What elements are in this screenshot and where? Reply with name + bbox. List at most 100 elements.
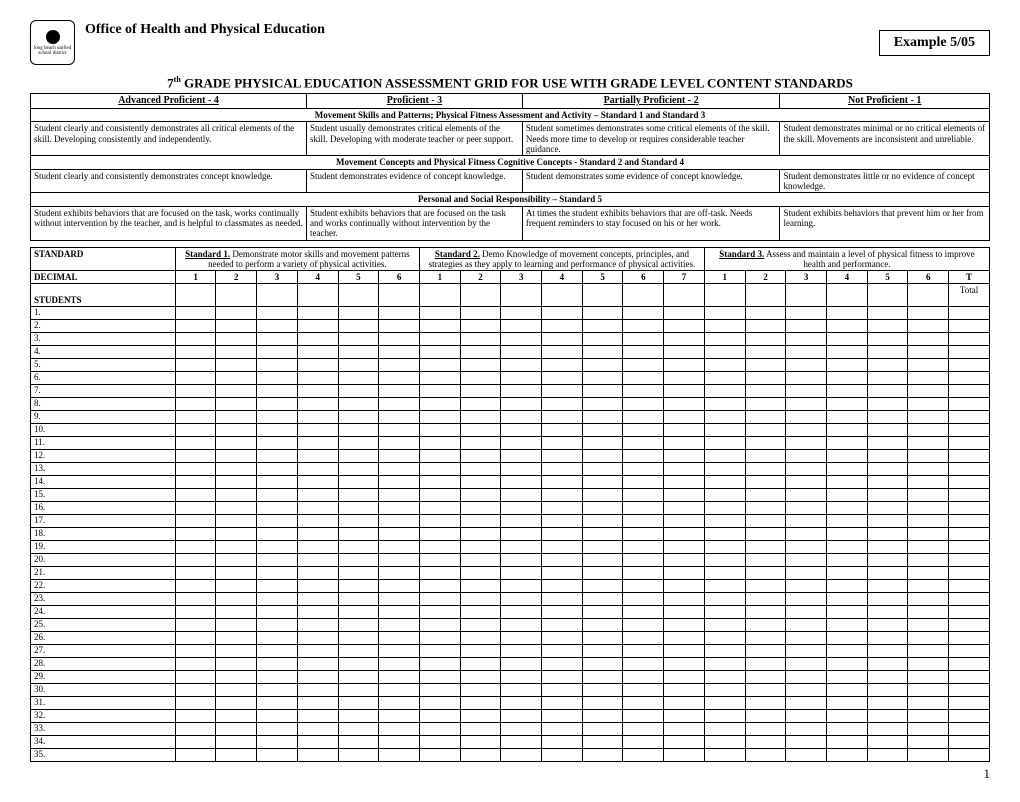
student-number: 2.	[31, 319, 176, 332]
grid-cell	[949, 475, 990, 488]
dec-s3-3: 3	[786, 270, 827, 283]
grid-cell	[745, 462, 786, 475]
grid-cell	[786, 306, 827, 319]
title-rest: GRADE PHYSICAL EDUCATION ASSESSMENT GRID…	[181, 75, 853, 90]
grid-cell	[379, 488, 420, 501]
grid-cell	[623, 683, 664, 696]
grid-cell	[908, 475, 949, 488]
grid-cell	[542, 345, 583, 358]
grid-cell	[827, 709, 868, 722]
grid-cell	[297, 514, 338, 527]
grid-cell	[704, 579, 745, 592]
grid-cell	[216, 384, 257, 397]
grid-cell	[908, 540, 949, 553]
grid-cell	[338, 371, 379, 384]
blank	[297, 283, 338, 306]
grid-cell	[338, 488, 379, 501]
grid-cell	[419, 540, 460, 553]
grid-cell	[257, 722, 298, 735]
grid-cell	[297, 631, 338, 644]
student-number: 22.	[31, 579, 176, 592]
grid-cell	[257, 618, 298, 631]
grid-cell	[175, 657, 216, 670]
grid-cell	[216, 696, 257, 709]
grid-cell	[867, 696, 908, 709]
grid-cell	[704, 345, 745, 358]
grid-cell	[908, 514, 949, 527]
grid-cell	[664, 631, 705, 644]
grid-cell	[175, 475, 216, 488]
grid-cell	[745, 709, 786, 722]
grid-cell	[379, 696, 420, 709]
grid-cell	[704, 748, 745, 761]
grid-cell	[664, 488, 705, 501]
grid-cell	[338, 423, 379, 436]
student-number: 26.	[31, 631, 176, 644]
grid-cell	[949, 540, 990, 553]
grid-cell	[745, 436, 786, 449]
grid-cell	[175, 722, 216, 735]
grid-cell	[257, 384, 298, 397]
grid-cell	[623, 488, 664, 501]
grid-cell	[419, 475, 460, 488]
blank	[623, 283, 664, 306]
grid-cell	[949, 527, 990, 540]
grid-cell	[542, 735, 583, 748]
grid-cell	[379, 631, 420, 644]
grid-cell	[786, 657, 827, 670]
grid-cell	[704, 371, 745, 384]
grid-cell	[908, 709, 949, 722]
grid-cell	[297, 306, 338, 319]
band1-row: Student clearly and consistently demonst…	[31, 122, 990, 156]
grid-cell	[949, 709, 990, 722]
grid-cell	[827, 683, 868, 696]
grid-cell	[582, 397, 623, 410]
grid-cell	[216, 488, 257, 501]
grid-cell	[460, 683, 501, 696]
grid-cell	[379, 345, 420, 358]
table-row: 16.	[31, 501, 990, 514]
grid-cell	[297, 358, 338, 371]
grid-cell	[542, 540, 583, 553]
grid-cell	[175, 631, 216, 644]
grid-cell	[216, 306, 257, 319]
grid-cell	[419, 618, 460, 631]
grid-cell	[704, 605, 745, 618]
grid-cell	[419, 332, 460, 345]
grid-cell	[908, 657, 949, 670]
grid-cell	[745, 501, 786, 514]
grid-cell	[827, 696, 868, 709]
grid-cell	[623, 657, 664, 670]
grid-cell	[908, 449, 949, 462]
grid-cell	[949, 631, 990, 644]
grid-cell	[786, 670, 827, 683]
grid-cell	[827, 462, 868, 475]
grid-cell	[257, 345, 298, 358]
grid-cell	[908, 462, 949, 475]
grid-cell	[338, 332, 379, 345]
grid-cell	[582, 449, 623, 462]
grid-cell	[338, 631, 379, 644]
grid-cell	[419, 514, 460, 527]
grid-cell	[460, 540, 501, 553]
grid-cell	[419, 449, 460, 462]
grid-cell	[582, 631, 623, 644]
dec-t: T	[949, 270, 990, 283]
assessment-grid: STANDARD Standard 1. Demonstrate motor s…	[30, 247, 990, 762]
grid-cell	[338, 722, 379, 735]
grid-cell	[745, 566, 786, 579]
grid-cell	[460, 657, 501, 670]
student-number: 17.	[31, 514, 176, 527]
student-number: 34.	[31, 735, 176, 748]
grid-cell	[949, 618, 990, 631]
grid-cell	[216, 345, 257, 358]
grid-cell	[582, 579, 623, 592]
grid-cell	[338, 553, 379, 566]
grid-cell	[867, 540, 908, 553]
grid-cell	[338, 696, 379, 709]
table-row: 23.	[31, 592, 990, 605]
grid-cell	[582, 683, 623, 696]
level-3: Proficient - 3	[307, 94, 523, 109]
grid-cell	[827, 475, 868, 488]
grid-cell	[216, 579, 257, 592]
